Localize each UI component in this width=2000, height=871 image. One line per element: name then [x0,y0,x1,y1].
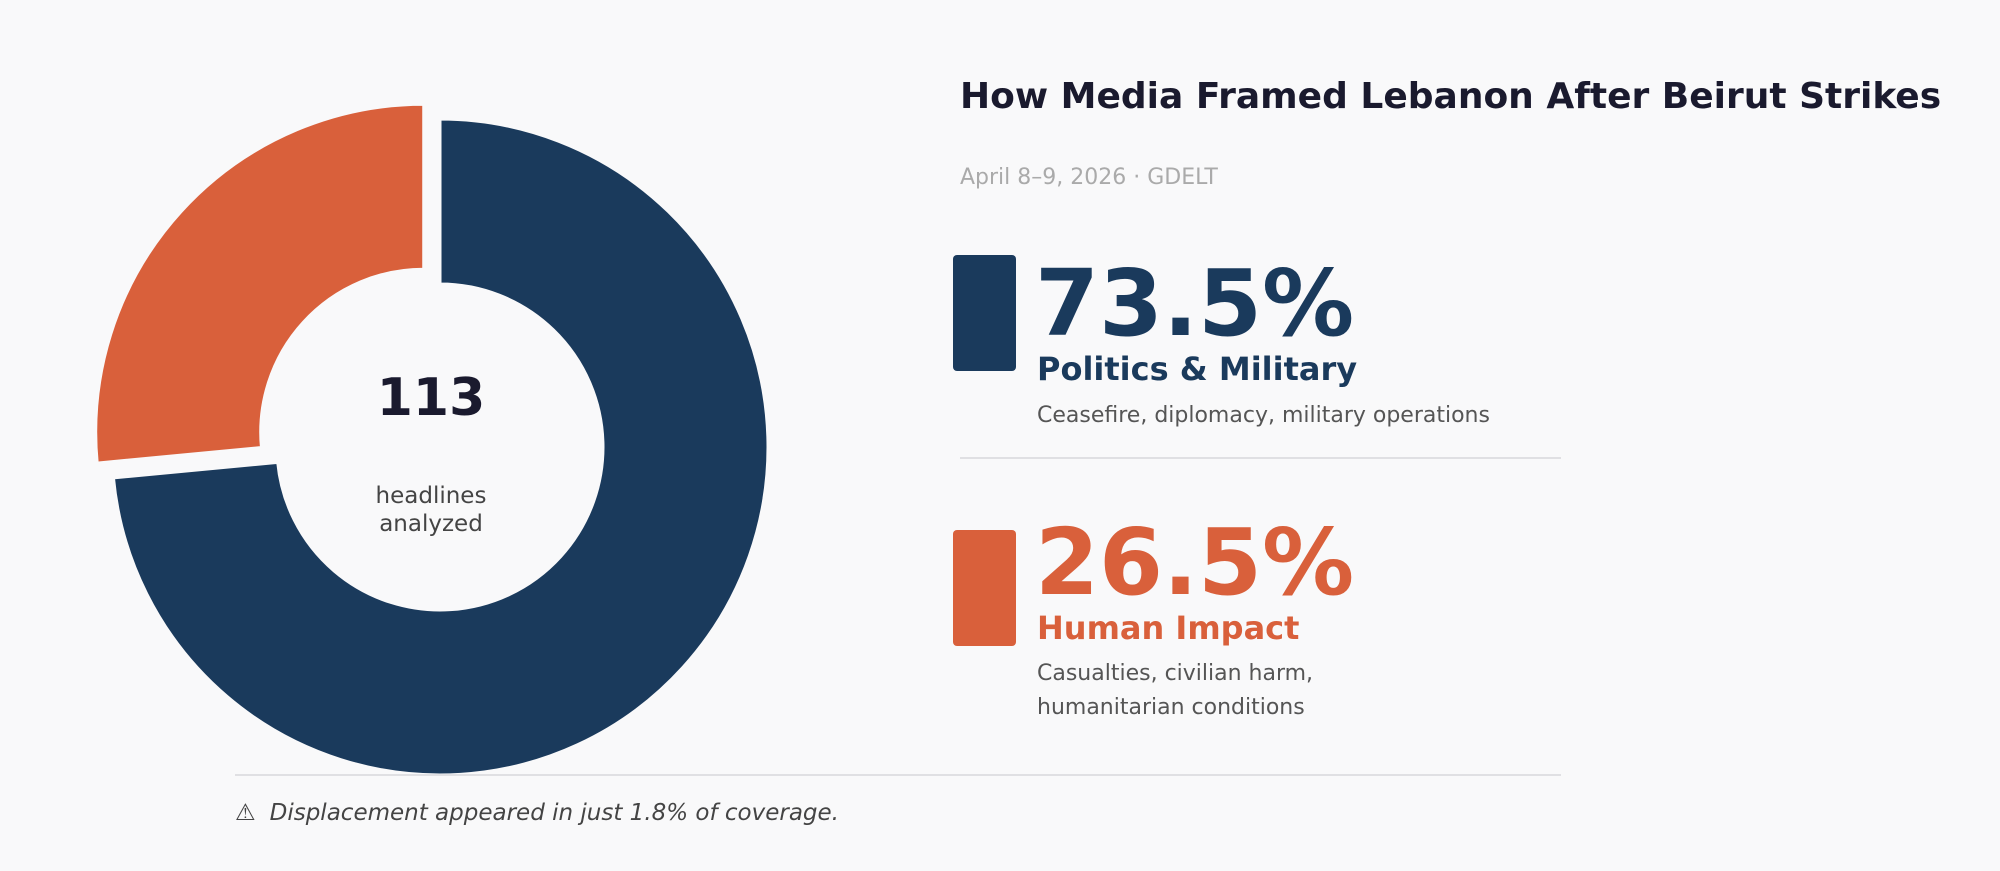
footnote-text: Displacement appeared in just 1.8% of co… [269,800,839,826]
footer-divider [235,774,1561,776]
politics-military-label: Politics & Military [1037,350,1358,388]
human-impact-swatch [953,530,1016,646]
politics-military-slice [111,117,770,777]
politics-military-percent: 73.5% [1035,250,1355,357]
chart-title: How Media Framed Lebanon After Beirut St… [960,76,1942,117]
politics-military-swatch [953,255,1016,371]
donut-chart [94,102,770,777]
footnote: ⚠ Displacement appeared in just 1.8% of c… [235,800,839,826]
human-impact-slice [94,102,426,465]
warning-icon: ⚠ [235,800,256,826]
human-impact-label: Human Impact [1037,609,1300,647]
legend-divider [960,457,1561,459]
chart-subtitle: April 8–9, 2026 · GDELT [960,165,1218,190]
human-impact-percent: 26.5% [1035,509,1355,616]
politics-military-description: Ceasefire, diplomacy, military operation… [1037,403,1490,428]
total-headlines-label: headlines analyzed [375,483,487,537]
human-impact-description: Casualties, civilian harm, humanitarian … [1037,661,1314,720]
total-headlines-count: 113 [376,368,486,428]
